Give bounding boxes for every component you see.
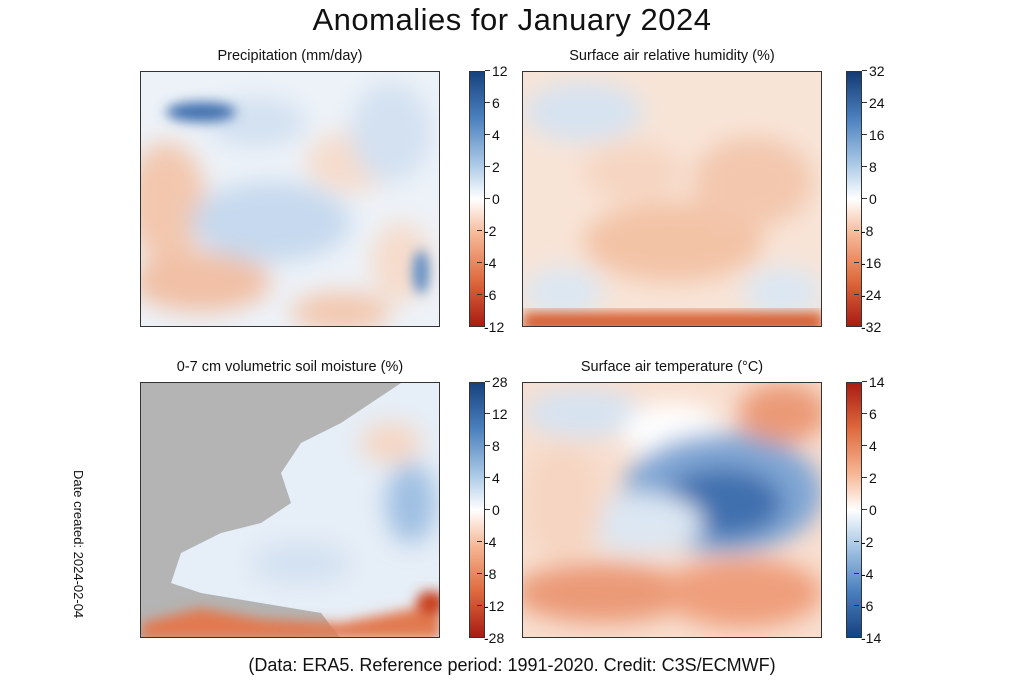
colorbar-tick: 2 xyxy=(485,159,500,175)
colorbar-tick: 14 xyxy=(862,374,885,390)
colorbar-tick: 2 xyxy=(862,470,877,486)
colorbar-humidity xyxy=(846,71,862,327)
colorbar-tick: 6 xyxy=(862,406,877,422)
colorbar-tick: -28 xyxy=(476,630,505,646)
panel-title-humidity: Surface air relative humidity (%) xyxy=(569,48,775,64)
map-soil-moisture xyxy=(140,382,440,638)
colorbar-tick: 4 xyxy=(485,127,500,143)
credit-footer: (Data: ERA5. Reference period: 1991-2020… xyxy=(248,655,776,675)
colorbar-tick: -4 xyxy=(476,255,497,271)
colorbar-tick: 12 xyxy=(485,63,508,79)
colorbar-tick: 4 xyxy=(485,470,500,486)
colorbar-tick: -12 xyxy=(476,319,505,335)
colorbar-tick: 8 xyxy=(862,159,877,175)
colorbar-tick: 4 xyxy=(862,438,877,454)
colorbar-tick: -24 xyxy=(853,287,882,303)
map-humidity xyxy=(522,71,822,327)
colorbar-tick: 28 xyxy=(485,374,508,390)
colorbar-tick: -4 xyxy=(853,566,874,582)
colorbar-tick: -14 xyxy=(853,630,882,646)
colorbar-tick: 6 xyxy=(485,95,500,111)
colorbar-tick: 24 xyxy=(862,95,885,111)
colorbar-tick: -16 xyxy=(853,255,882,271)
colorbar-precipitation xyxy=(469,71,485,327)
colorbar-tick: -6 xyxy=(853,598,874,614)
colorbar-tick: 32 xyxy=(862,63,885,79)
date-created-label: Date created: 2024-02-04 xyxy=(71,470,86,619)
colorbar-temperature xyxy=(846,382,862,638)
colorbar-tick: 8 xyxy=(485,438,500,454)
panel-title-soil-moisture: 0-7 cm volumetric soil moisture (%) xyxy=(176,359,404,375)
colorbar-tick: -6 xyxy=(476,287,497,303)
colorbar-tick: -12 xyxy=(476,598,505,614)
colorbar-tick: 0 xyxy=(862,502,877,518)
colorbar-tick: 16 xyxy=(862,127,885,143)
colorbar-tick: -4 xyxy=(476,534,497,550)
colorbar-tick: 0 xyxy=(485,191,500,207)
colorbar-tick: 0 xyxy=(862,191,877,207)
map-precipitation xyxy=(140,71,440,327)
colorbar-soil-moisture xyxy=(469,382,485,638)
map-temperature xyxy=(522,382,822,638)
colorbar-tick: -2 xyxy=(476,223,497,239)
colorbar-tick: 12 xyxy=(485,406,508,422)
colorbar-tick: -2 xyxy=(853,534,874,550)
colorbar-tick: -8 xyxy=(853,223,874,239)
panel-title-temperature: Surface air temperature (°C) xyxy=(580,359,764,375)
colorbar-tick: -8 xyxy=(476,566,497,582)
colorbar-tick: 0 xyxy=(485,502,500,518)
colorbar-tick: -32 xyxy=(853,319,882,335)
figure-title: Anomalies for January 2024 xyxy=(312,2,712,37)
panel-title-precipitation: Precipitation (mm/day) xyxy=(217,48,363,64)
